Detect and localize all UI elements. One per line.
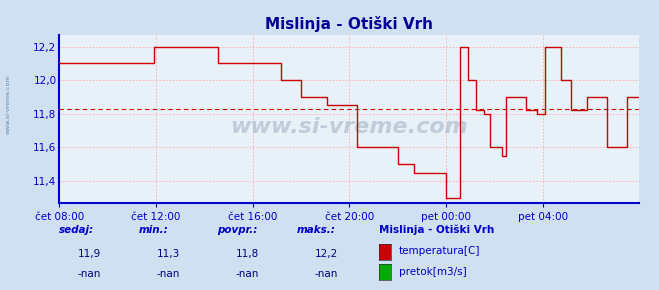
Text: temperatura[C]: temperatura[C] (399, 246, 480, 256)
Text: min.:: min.: (138, 225, 168, 235)
Text: Mislinja - Otiški Vrh: Mislinja - Otiški Vrh (379, 225, 494, 235)
Text: -nan: -nan (156, 269, 180, 279)
Text: 11,9: 11,9 (77, 249, 101, 259)
Text: 11,8: 11,8 (235, 249, 259, 259)
Text: -nan: -nan (235, 269, 259, 279)
Text: 12,2: 12,2 (314, 249, 338, 259)
Text: -nan: -nan (314, 269, 338, 279)
Text: www.si-vreme.com: www.si-vreme.com (5, 75, 11, 134)
Text: povpr.:: povpr.: (217, 225, 258, 235)
Text: pretok[m3/s]: pretok[m3/s] (399, 267, 467, 277)
Text: -nan: -nan (77, 269, 101, 279)
Title: Mislinja - Otiški Vrh: Mislinja - Otiški Vrh (266, 16, 433, 32)
Text: 11,3: 11,3 (156, 249, 180, 259)
Text: maks.:: maks.: (297, 225, 335, 235)
Text: sedaj:: sedaj: (59, 225, 94, 235)
Text: www.si-vreme.com: www.si-vreme.com (231, 117, 468, 137)
